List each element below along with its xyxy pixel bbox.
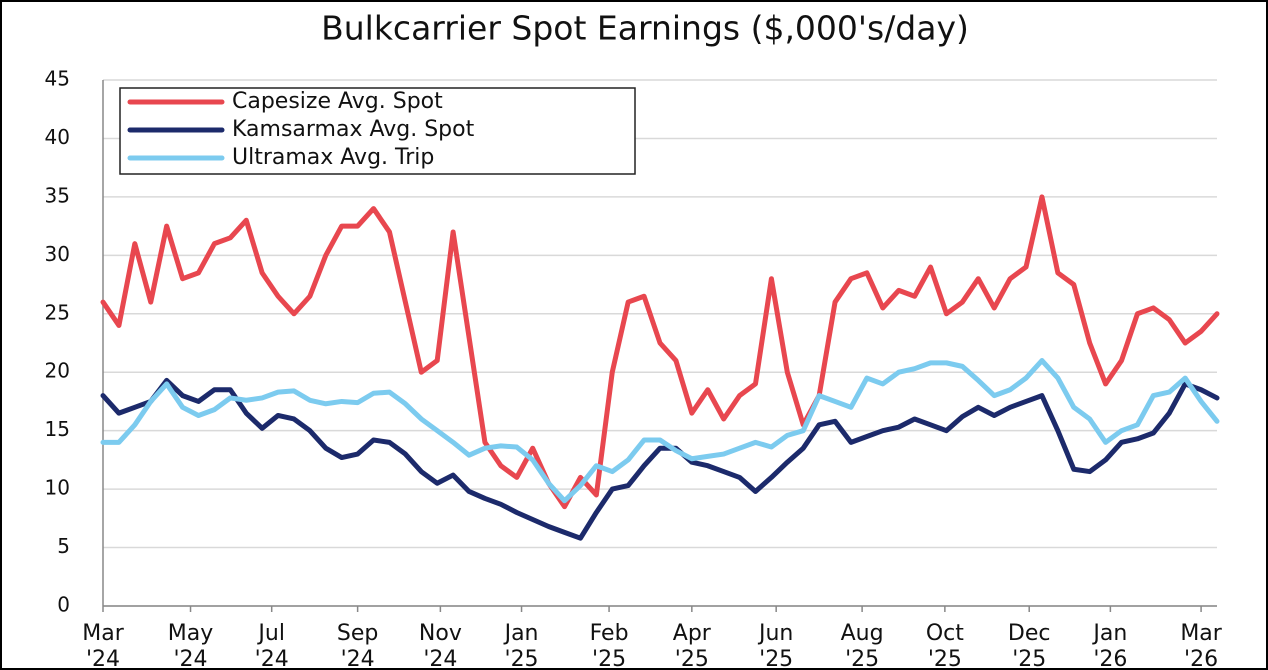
- y-tick-label: 20: [45, 359, 70, 383]
- x-tick-label: Sep '24: [337, 621, 378, 670]
- y-tick-label: 45: [45, 67, 70, 91]
- x-tick-label: Jan '25: [503, 621, 539, 670]
- y-tick-label: 10: [45, 476, 70, 500]
- legend-label: Kamsarmax Avg. Spot: [232, 117, 475, 142]
- x-tick-label: Mar '24: [82, 621, 124, 670]
- x-tick-label: Aug '25: [841, 621, 884, 670]
- y-tick-label: 35: [45, 183, 70, 207]
- y-tick-label: 0: [57, 593, 70, 617]
- x-tick-label: Dec '25: [1008, 621, 1051, 670]
- y-tick-label: 40: [45, 125, 70, 149]
- x-tick-label: May '24: [168, 621, 213, 670]
- y-tick-label: 30: [45, 242, 70, 266]
- legend-label: Ultramax Avg. Trip: [232, 145, 434, 170]
- series-line: [100, 194, 1220, 510]
- x-tick-label: Mar '26: [1180, 621, 1222, 670]
- x-tick-label: Apr '25: [673, 621, 712, 670]
- x-tick-label: Jul '24: [255, 621, 289, 670]
- x-tick-label: Nov '24: [419, 621, 462, 670]
- series-line: [100, 358, 1220, 504]
- chart-title: Bulkcarrier Spot Earnings ($,000's/day): [321, 9, 969, 48]
- x-tick-label: Jan '26: [1091, 621, 1127, 670]
- x-tick-label: Oct '25: [926, 621, 964, 670]
- y-tick-label: 15: [45, 417, 70, 441]
- x-tick-label: Jun '25: [757, 621, 793, 670]
- y-tick-label: 25: [45, 300, 70, 324]
- legend-label: Capesize Avg. Spot: [232, 89, 443, 114]
- series-line: [100, 377, 1220, 541]
- x-tick-label: Feb '25: [590, 621, 629, 670]
- y-tick-label: 5: [57, 534, 70, 558]
